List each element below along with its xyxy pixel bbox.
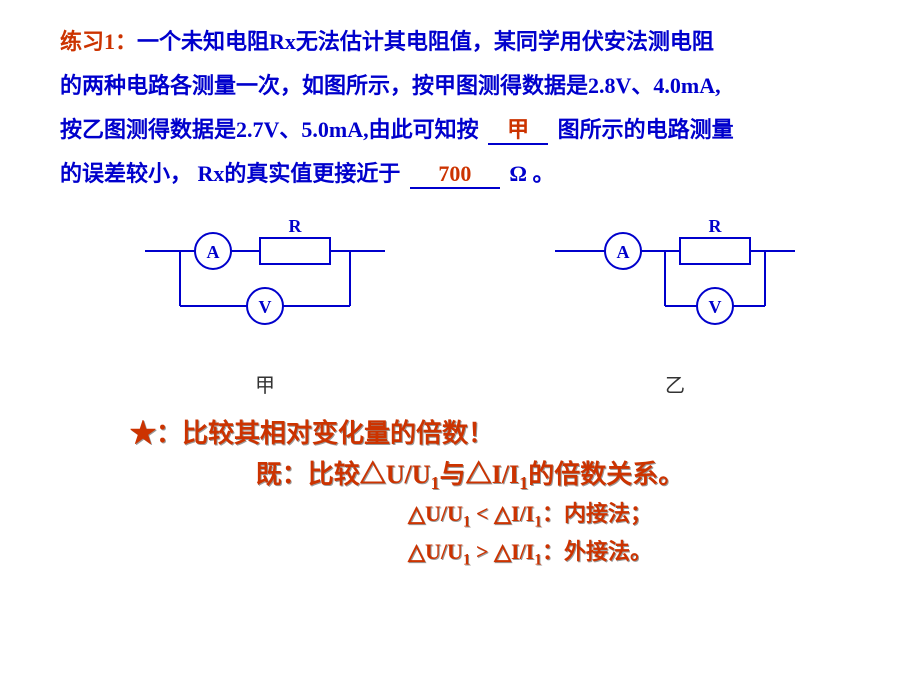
c1-s2: 1 — [534, 514, 542, 531]
circuit-right-box: A R V 乙 — [545, 216, 805, 398]
formula-main: 既：比较△U/U1与△I/I1的倍数关系。 — [60, 454, 880, 494]
circuit-left-box: A R V 甲 — [135, 216, 395, 398]
c1-s1: 1 — [463, 514, 471, 531]
blank-answer-1: 甲 — [488, 117, 548, 145]
text-line-1: 一个未知电阻Rx无法估计其电阻值，某同学用伏安法测电阻 — [137, 29, 714, 54]
caption-left: 甲 — [135, 369, 395, 398]
f1-post: 的倍数关系。 — [528, 460, 684, 489]
slide-content: 练习1：一个未知电阻Rx无法估计其电阻值，某同学用伏安法测电阻 的两种电路各测量… — [0, 0, 920, 589]
f1-pre: 既：比较△U/U — [256, 460, 431, 489]
circuit-right-svg: A R V — [545, 216, 805, 356]
c1-mid: < △I/I — [471, 501, 535, 526]
resistor-label-2: R — [709, 216, 723, 236]
caption-right: 乙 — [545, 369, 805, 398]
f1-s2: 1 — [519, 473, 528, 493]
text-line-3a: 按乙图测得数据是2.7V、5.0mA,由此可知按 — [60, 117, 479, 142]
c2-post: ：外接法。 — [542, 539, 652, 564]
ammeter-label-2: A — [617, 242, 630, 262]
condition-2: △U/U1 > △I/I1：外接法。 — [180, 534, 880, 569]
voltmeter-label: V — [259, 297, 272, 317]
problem-paragraph: 练习1：一个未知电阻Rx无法估计其电阻值，某同学用伏安法测电阻 的两种电路各测量… — [60, 20, 880, 196]
blank-answer-2: 700 — [410, 161, 500, 189]
note-star: ★：比较其相对变化量的倍数！ — [130, 413, 880, 450]
text-line-2: 的两种电路各测量一次，如图所示，按甲图测得数据是2.8V、4.0mA, — [60, 73, 721, 98]
c2-mid: > △I/I — [471, 539, 535, 564]
c1-post: ：内接法； — [542, 501, 652, 526]
circuits-row: A R V 甲 — [60, 216, 880, 398]
text-line-4a: 的误差较小， Rx的真实值更接近于 — [60, 161, 400, 186]
c2-pre: △U/U — [408, 539, 463, 564]
voltmeter-label-2: V — [709, 297, 722, 317]
f1-s1: 1 — [431, 473, 440, 493]
ammeter-label: A — [207, 242, 220, 262]
c2-s1: 1 — [463, 551, 471, 568]
text-line-4b: Ω 。 — [509, 161, 554, 186]
condition-1: △U/U1 < △I/I1：内接法； — [180, 496, 880, 531]
resistor-label: R — [289, 216, 303, 236]
c2-s2: 1 — [534, 551, 542, 568]
f1-mid: 与△I/I — [440, 460, 519, 489]
exercise-label: 练习1： — [60, 29, 137, 54]
text-line-3b: 图所示的电路测量 — [558, 117, 734, 142]
circuit-left-svg: A R V — [135, 216, 395, 356]
c1-pre: △U/U — [408, 501, 463, 526]
